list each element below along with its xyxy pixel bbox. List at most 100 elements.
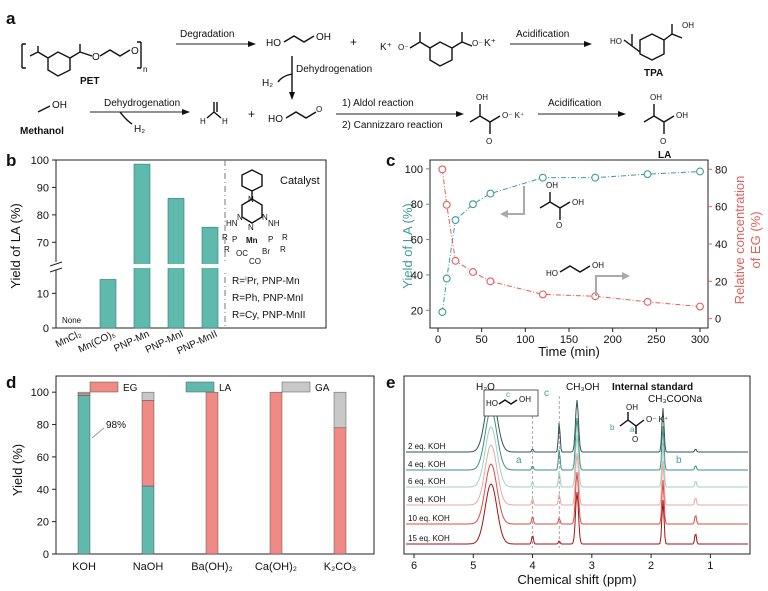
chart-c-point [643,297,652,306]
chart-d-x-label: NaOH [133,561,164,573]
svg-text:NH: NH [268,219,280,228]
catalyst-legend-1: R=ⁱPr, PNP-Mn [232,276,300,287]
svg-text:H₂: H₂ [262,78,273,89]
chart-b-axis: 0 10 70 80 90 100 [31,155,231,335]
panel-d: d Yield (%) EG LA GA 0 20 40 60 80 100 KOH NaOH B… [6,373,375,573]
chart-e-spectrum-label: 15 eq. KOH [408,534,450,543]
svg-text:K⁺: K⁺ [380,42,392,53]
chart-c-ytick-left-label: 40 [411,270,423,282]
svg-text:H₂: H₂ [134,124,145,135]
chart-c-la-structure: OH O OH [500,181,584,230]
chart-d-annotation: 98% [106,420,126,431]
svg-text:+: + [248,107,255,121]
svg-text:HO: HO [268,114,283,125]
chart-d-ytick-label: 100 [31,387,49,399]
peak-label-ch3oh: CH₃OH [566,382,600,393]
chart-c-point [538,173,547,182]
svg-text:O: O [92,52,100,63]
chart-d-ylabel: Yield (%) [10,444,25,496]
chart-b-axis-break [49,261,63,267]
chart-c-ytick-left-label: 80 [411,199,423,211]
chart-d-axis: 0 20 40 60 80 100 [31,387,56,561]
panel-e: e 6 5 4 3 2 1 2 eq. KOH 4 eq. KOH 6 eq. KOH 8 eq… [386,373,751,587]
panel-label-b: b [6,151,16,170]
svg-text:P: P [232,235,237,244]
chart-e-spectrum-label: 6 eq. KOH [408,477,446,486]
svg-text:OH: OH [316,32,331,43]
tpa-structure: HO OH TPA [610,21,694,79]
chart-d-legend-label: LA [219,383,232,394]
svg-text:HN: HN [226,219,238,228]
svg-text:R: R [280,245,286,254]
chart-e-spectrum [406,444,748,506]
chart-b-ytick-label: 90 [37,182,49,194]
svg-text:HO: HO [266,38,281,49]
none-label: None [62,316,82,325]
chart-b-axis-break-mask [219,262,231,270]
k-lactate-structure: OH O O⁻ K⁺ [469,93,524,146]
chart-d-x-label: KOH [72,561,96,573]
chart-e-spectrum [406,409,748,471]
chart-c-point [468,268,477,276]
chart-c-xtick-label: 250 [647,334,665,346]
chart-b-axis-break-mask [50,262,62,270]
arrow-acidification-2-label: Acidification [548,98,601,109]
chart-b-bar [133,163,151,329]
la-structure: OH O OH LA [643,93,688,161]
panel-a: a O O n PET Degradation HN HO OH + K [6,9,694,161]
catalyst-legend-2: R=Ph, PNP-MnI [232,293,303,304]
arrow-degradation-label: Degradation [180,29,234,40]
svg-text:OH: OH [546,181,558,190]
svg-text:OH: OH [519,395,531,404]
chart-b-bar-break [201,264,219,268]
svg-text:HO: HO [486,399,498,408]
svg-text:HO: HO [546,269,558,278]
svg-text:OH: OH [676,111,688,120]
svg-text:OH: OH [682,21,694,30]
chart-e-spectrum [406,391,748,453]
chart-c-point [451,256,460,265]
chart-d-legend-label: GA [315,383,330,394]
chart-b-bar-break [167,264,185,268]
svg-text:O⁻: O⁻ [472,39,482,48]
chart-e-xtick-label: 1 [707,560,713,572]
chart-d-legend-label: EG [123,383,138,394]
chart-b-ylabel: Yield of LA (%) [8,203,23,289]
chart-e-axis: 6 5 4 3 2 1 [411,554,713,572]
chart-e-spectra: 2 eq. KOH 4 eq. KOH 6 eq. KOH 8 eq. KOH 10 e… [406,391,748,545]
chart-e-xlabel: Chemical shift (ppm) [517,572,636,587]
svg-text:O: O [131,46,139,57]
catalyst-legend-3: R=Cy, PNP-MnII [232,310,305,321]
peak-label-a: a [516,455,522,466]
svg-text:N: N [248,195,254,204]
chart-c-point [486,277,495,286]
chart-b-bar-break [133,264,151,268]
chart-c-ytick-left-label: 100 [405,164,423,176]
chart-b-frame [55,159,327,329]
chart-c-point [696,302,704,311]
formaldehyde-structure: H H [200,102,228,126]
panel-label-c: c [386,151,395,170]
chart-c-ylabel-right-1: Relative concentration [732,176,747,305]
chart-c-ytick-right-label: 60 [715,202,727,214]
peak-label-c: c [544,388,549,399]
chart-e-frame [403,375,751,555]
chart-e-eg-inset: HO OH c [483,389,539,417]
chart-c-ytick-left-label: 20 [411,305,423,317]
chart-e-spectrum-label: 2 eq. KOH [408,442,446,451]
chart-e-xtick-label: 5 [470,560,476,572]
aldol-step-label: 1) Aldol reaction [342,98,414,109]
panel-c: c Yield of LA (%) Relative concentration… [386,151,763,359]
chart-c-ytick-right-label: 80 [715,164,727,176]
svg-text:P: P [268,235,273,244]
chart-c-point [591,173,600,182]
chart-e-xtick-label: 6 [411,560,417,572]
chart-b-ytick-label: 0 [43,323,49,335]
chart-d-bar-segment [269,391,283,555]
chart-c-axes: 0 50 100 150 200 250 300 20 40 60 80 100 0 20 40 60 80 [405,164,728,346]
svg-text:OH: OH [476,93,488,102]
chart-b-bar [201,226,219,329]
panel-b: b Yield of LA (%) 0 10 70 80 90 100 MnCl₂Mn(C… [6,151,327,357]
svg-text:OH: OH [572,198,584,207]
